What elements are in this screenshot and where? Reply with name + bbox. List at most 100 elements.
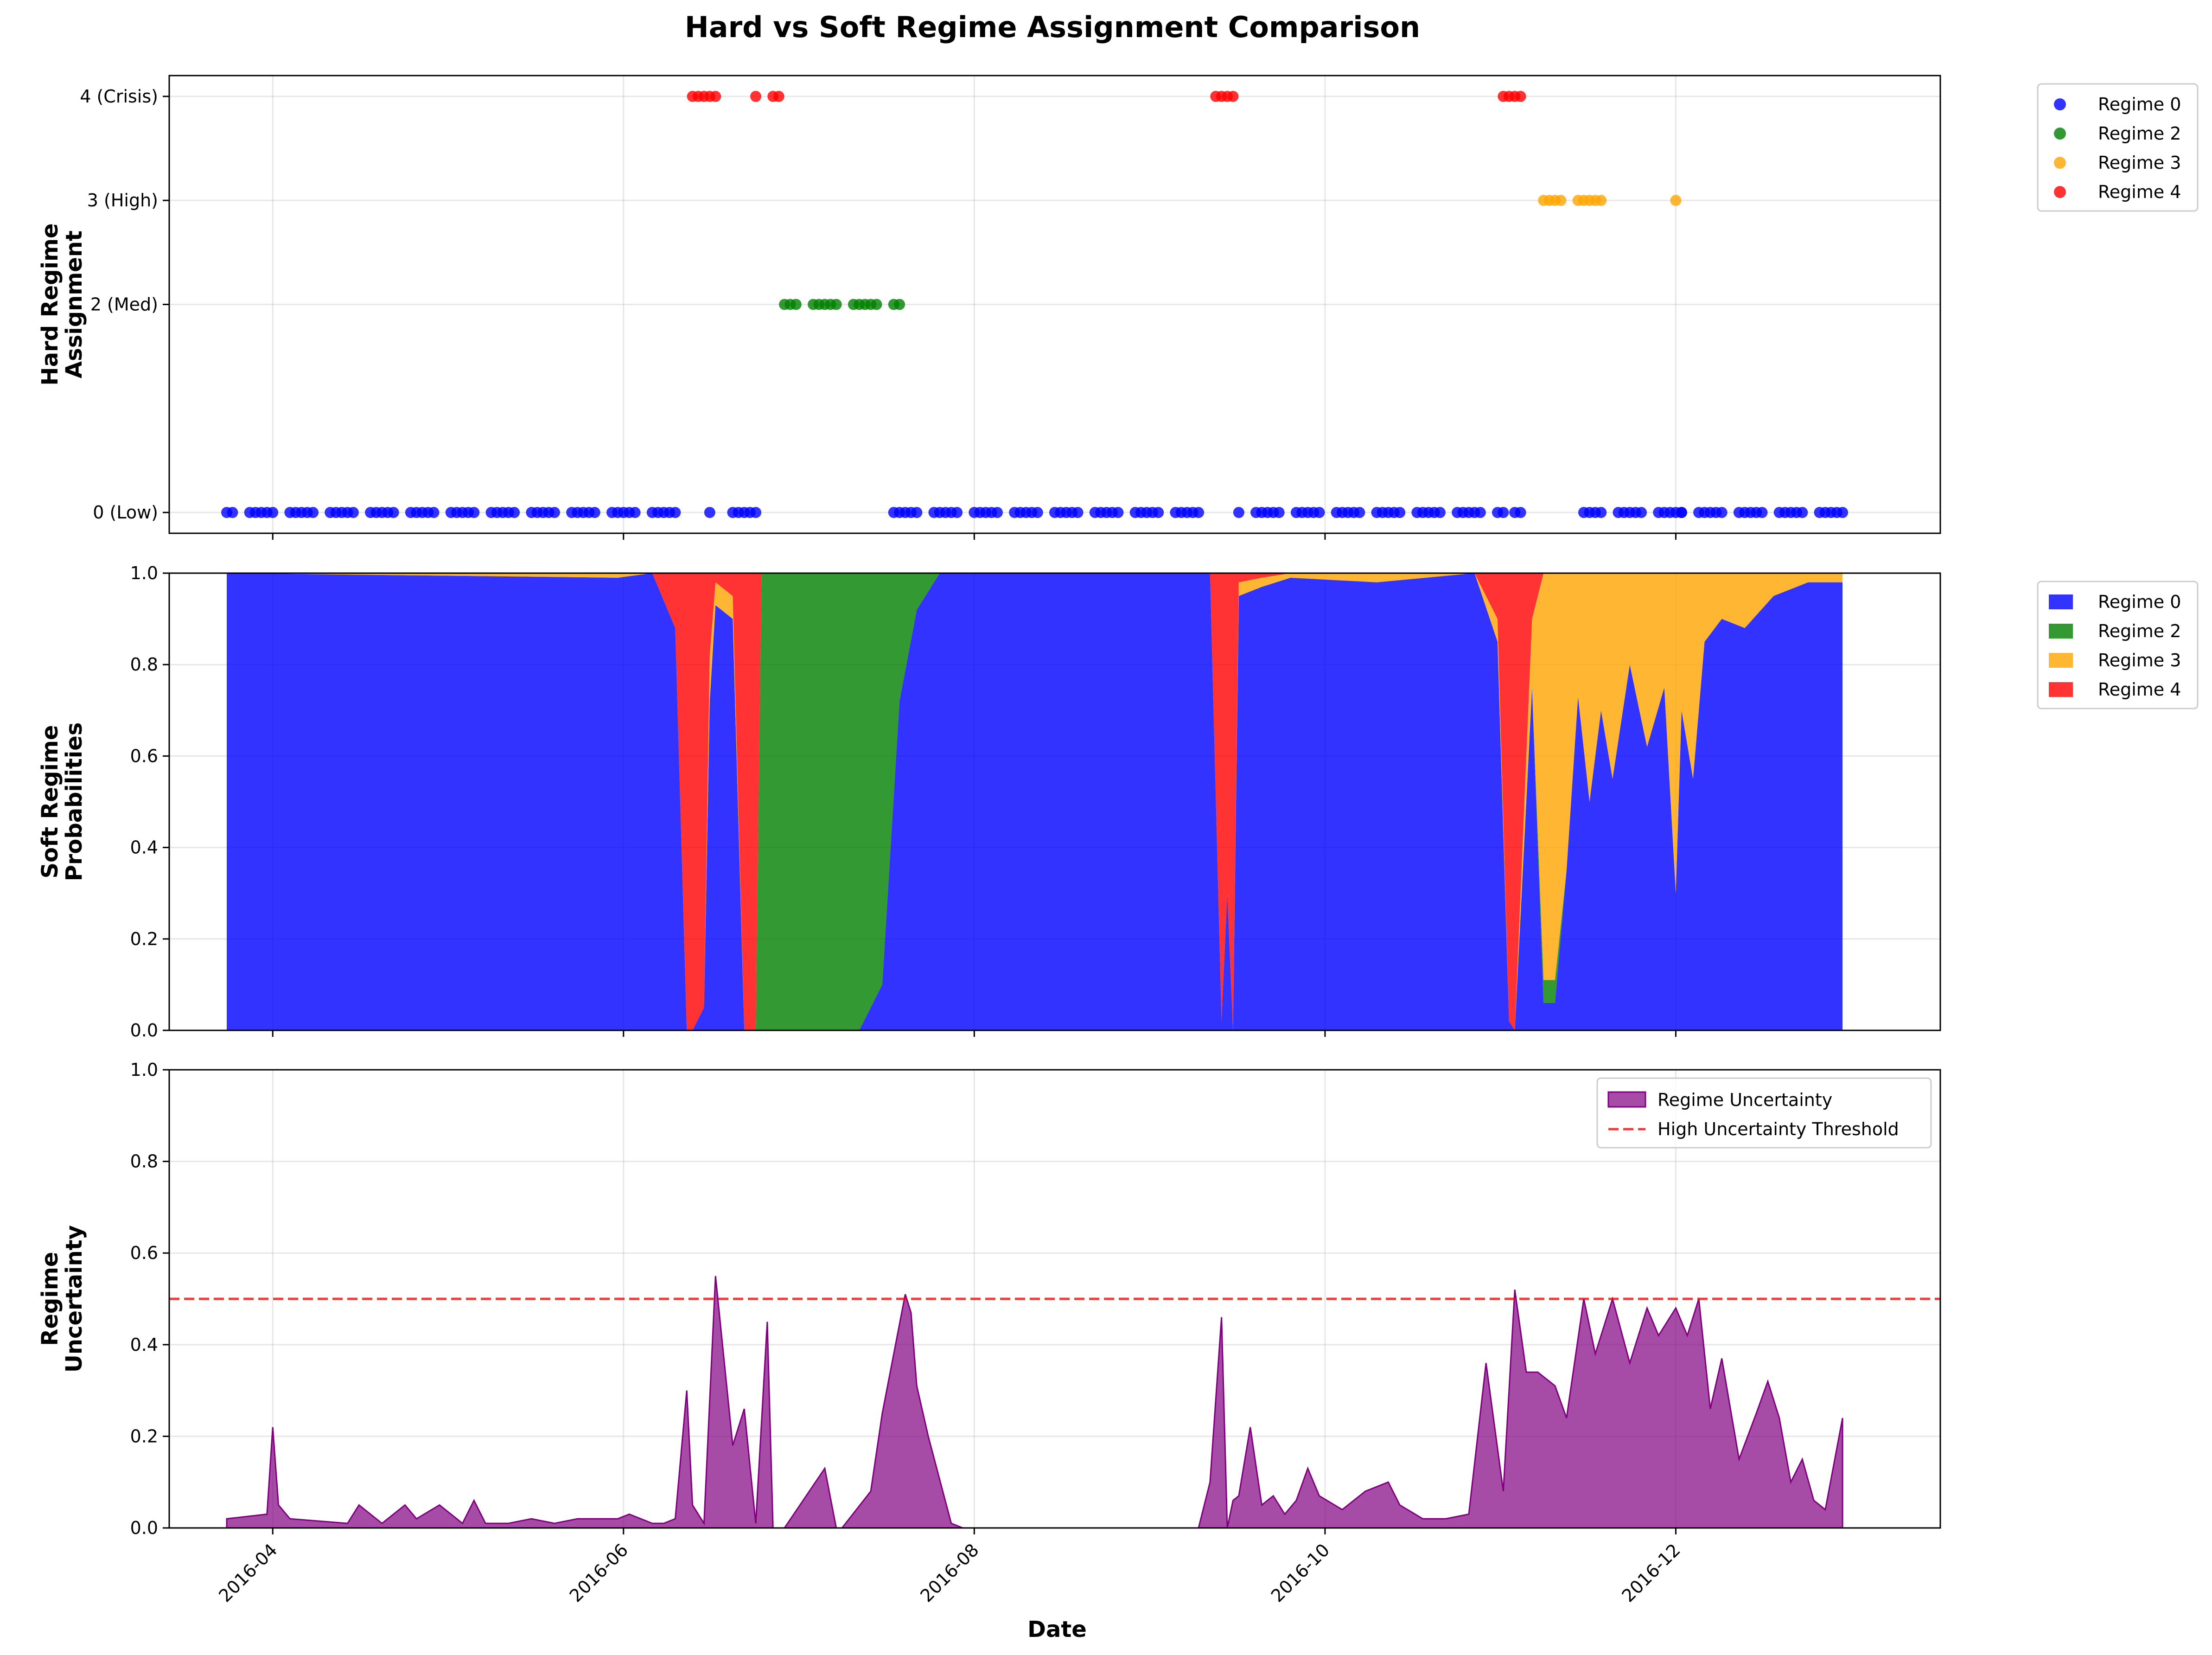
x-tick-label: 2016-10 (1267, 1540, 1333, 1606)
scatter-point (468, 507, 480, 518)
x-tick-label: 2016-12 (1618, 1540, 1684, 1606)
legend-marker (2054, 186, 2066, 198)
legend-label: Regime 3 (2098, 650, 2181, 671)
y-tick-label: 0.6 (130, 746, 158, 766)
scatter-point (790, 299, 802, 310)
scatter-point (991, 507, 1003, 518)
x-tick-label: 2016-06 (566, 1540, 632, 1606)
uncertainty-panel: 2016-04 2016-06 2016-08 2016-10 2016-12 0.0 0.… (37, 1060, 1941, 1606)
scatter-point (1595, 195, 1607, 206)
scatter-point (750, 90, 762, 102)
scatter-point (1233, 507, 1244, 518)
scatter-point (1313, 507, 1325, 518)
scatter-point (1756, 507, 1768, 518)
legend-swatch (2049, 653, 2073, 668)
scatter-point (629, 507, 641, 518)
scatter-point (589, 507, 600, 518)
legend-label: Regime 4 (2098, 182, 2181, 202)
y-axis-label-line: Uncertainty (61, 1225, 87, 1373)
x-tick-label: 2016-08 (916, 1540, 982, 1606)
y-tick-label: 2 (Med) (90, 294, 158, 315)
y-axis-label-line: Regime (37, 1252, 63, 1346)
scatter-point (871, 299, 882, 310)
scatter-point (1354, 507, 1365, 518)
scatter-series (687, 90, 1526, 102)
scatter-point (1072, 507, 1084, 518)
area-series (227, 573, 1843, 1030)
scatter-point (894, 299, 905, 310)
scatter-point (1032, 507, 1043, 518)
scatter-point (1595, 507, 1607, 518)
y-axis-label-line: Probabilities (61, 722, 87, 882)
y-tick-label: 0.8 (130, 1151, 158, 1172)
scatter-point (1273, 507, 1285, 518)
scatter-point (1676, 507, 1687, 518)
scatter-point (1797, 507, 1808, 518)
legend-marker (2054, 128, 2066, 140)
scatter-point (1515, 90, 1526, 102)
y-axis-label-line: Soft Regime (37, 725, 63, 879)
legend-box (1596, 1077, 1932, 1149)
legend-label: High Uncertainty Threshold (1657, 1119, 1899, 1139)
y-tick-label: 0.6 (130, 1243, 158, 1263)
area-series (227, 573, 1843, 1030)
y-tick-label: 0.4 (130, 1335, 158, 1355)
legend-label: Regime 4 (2098, 679, 2181, 700)
scatter-point (1555, 195, 1567, 206)
y-tick-label: 0.2 (130, 929, 158, 949)
scatter-series (779, 299, 905, 310)
legend-swatch (2049, 682, 2073, 697)
y-tick-label: 0.2 (130, 1426, 158, 1446)
y-axis-label-line: Hard Regime (37, 223, 63, 385)
scatter-point (830, 299, 842, 310)
legend-box (2037, 581, 2199, 709)
scatter-point (227, 507, 238, 518)
scatter-point (428, 507, 440, 518)
x-tick-label: 2016-04 (215, 1540, 281, 1606)
scatter-point (669, 507, 681, 518)
scatter-point (1716, 507, 1728, 518)
legend-label: Regime 3 (2098, 153, 2181, 173)
y-tick-label: 4 (Crisis) (80, 86, 158, 107)
scatter-series (221, 507, 1849, 518)
scatter-point (1670, 195, 1682, 206)
x-axis-label: Date (1027, 1617, 1087, 1642)
scatter-point (548, 507, 560, 518)
hard-regime-panel: 0 (Low) 2 (Med) 3 (High) 4 (Crisis) Hard Reg… (37, 75, 2199, 540)
legend-label: Regime 2 (2098, 621, 2181, 641)
y-tick-label: 0.0 (130, 1020, 158, 1041)
scatter-point (1394, 507, 1406, 518)
uncertainty-area (226, 1276, 1843, 1529)
scatter-point (307, 507, 319, 518)
scatter-point (710, 90, 721, 102)
y-tick-label: 0 (Low) (93, 502, 158, 523)
y-tick-label: 0.0 (130, 1518, 158, 1538)
figure-title: Hard vs Soft Regime Assignment Compariso… (685, 10, 1420, 44)
scatter-point (1636, 507, 1647, 518)
y-tick-label: 3 (High) (87, 190, 158, 211)
axes-frame (168, 572, 1941, 1031)
scatter-point (773, 90, 784, 102)
scatter-point (347, 507, 359, 518)
scatter-point (1837, 507, 1849, 518)
scatter-point (1515, 507, 1526, 518)
y-tick-label: 0.8 (130, 654, 158, 675)
scatter-point (951, 507, 963, 518)
y-axis-label-line: Assignment (61, 230, 87, 378)
scatter-point (1112, 507, 1124, 518)
legend-swatch (2049, 594, 2073, 609)
scatter-point (388, 507, 399, 518)
axes-frame (168, 1069, 1941, 1529)
legend-label: Regime 0 (2098, 94, 2181, 115)
y-tick-label: 0.4 (130, 837, 158, 858)
area-series (227, 573, 1843, 1030)
legend-label: Regime 2 (2098, 123, 2181, 144)
scatter-point (704, 507, 715, 518)
legend-marker (2054, 98, 2066, 110)
legend-swatch (1607, 1091, 1646, 1108)
legend-label: Regime Uncertainty (1657, 1090, 1832, 1110)
